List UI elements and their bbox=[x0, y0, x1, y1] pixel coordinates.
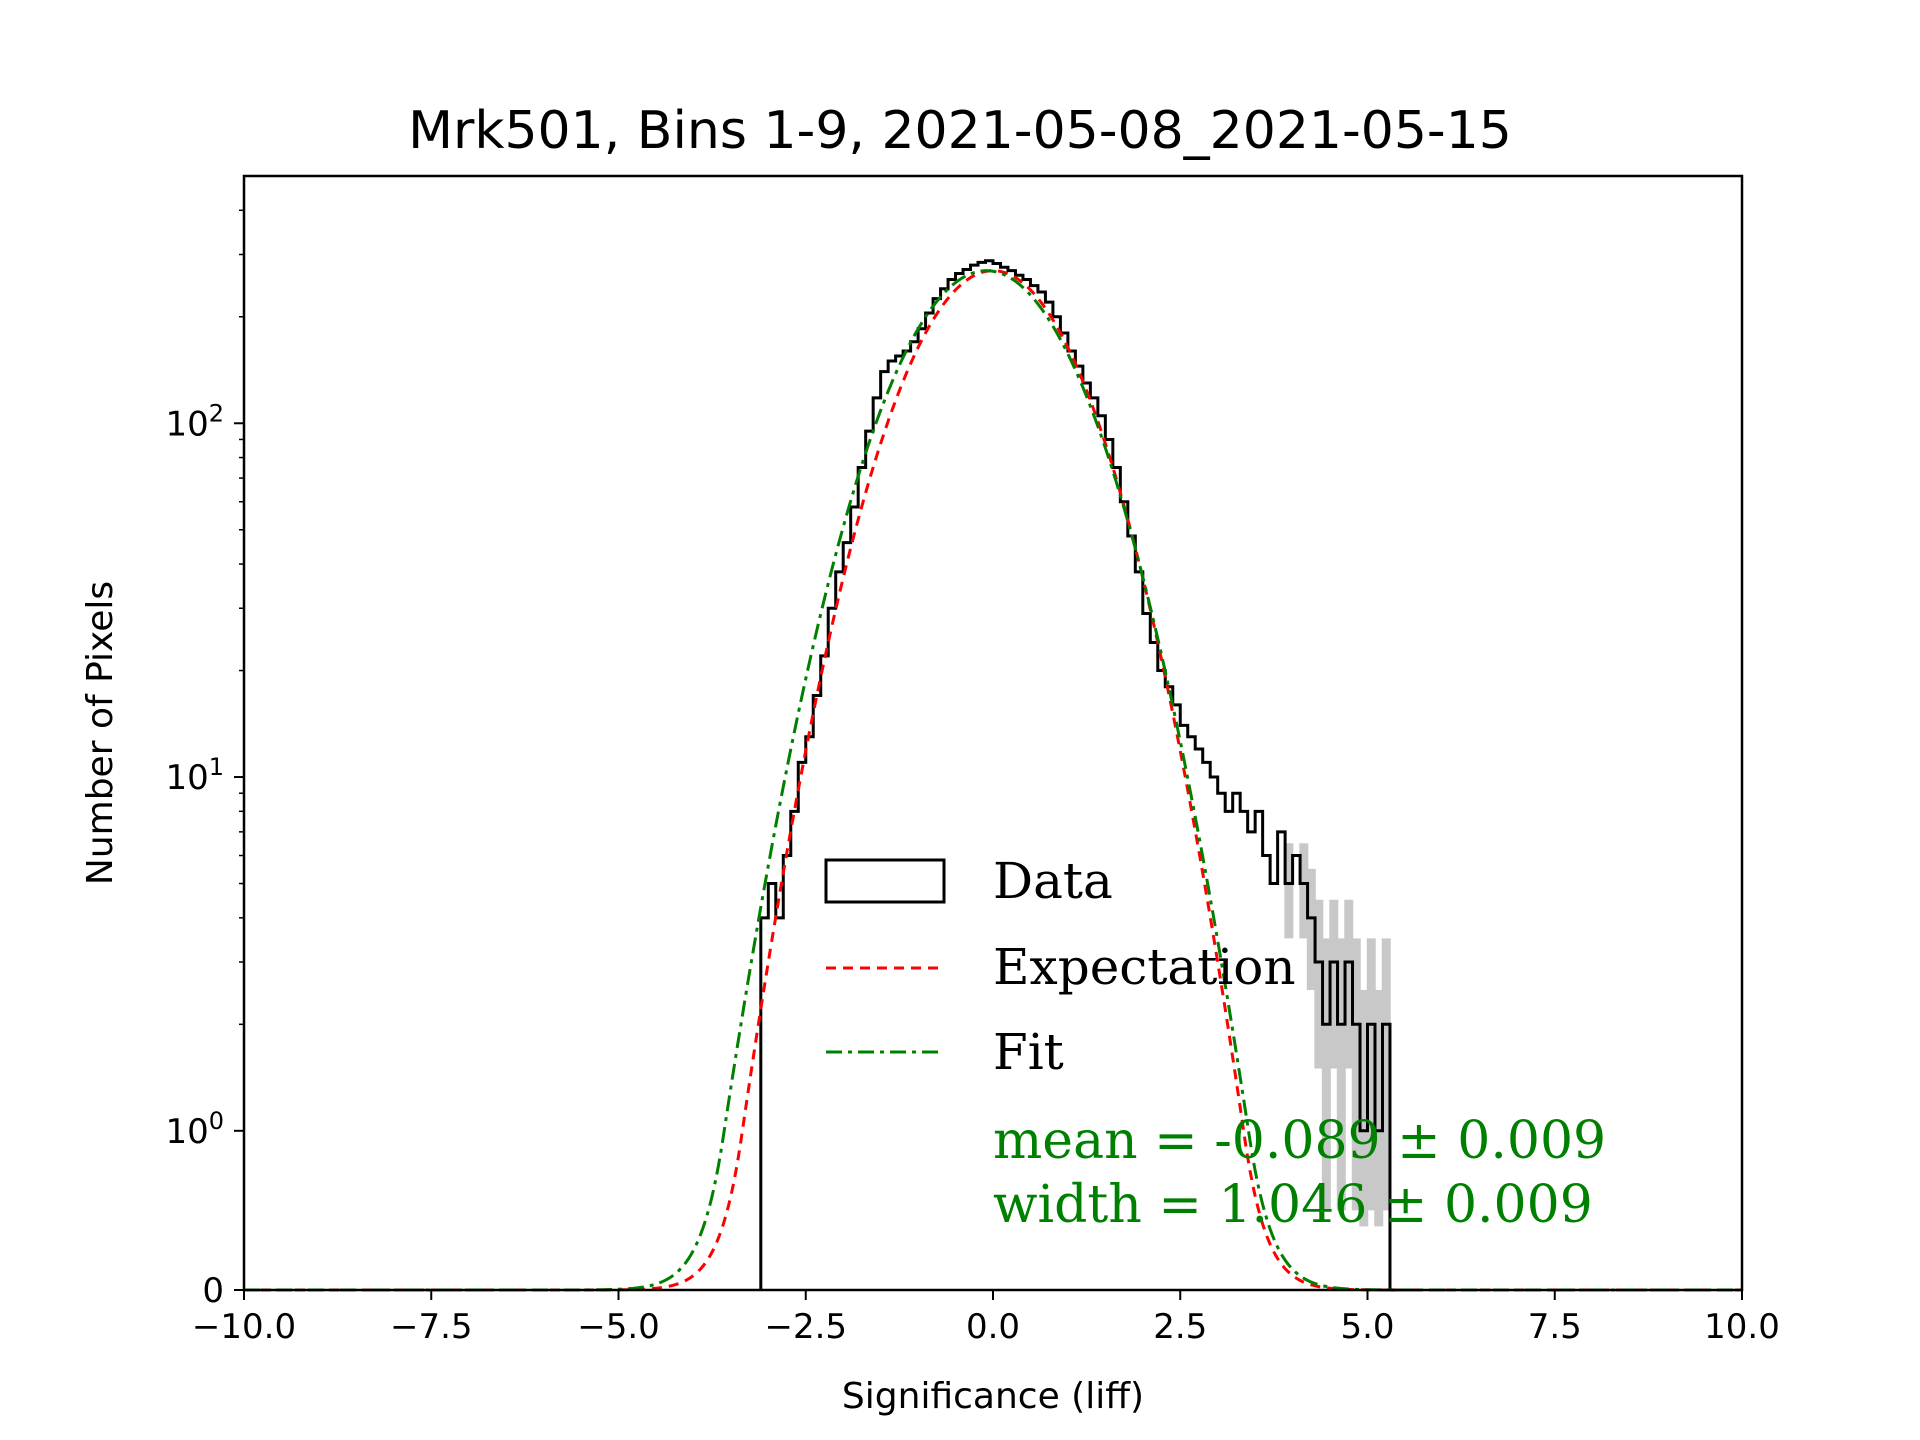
x-axis: −10.0 −7.5 −5.0 −2.5 0.0 2.5 5.0 7.5 10.0 bbox=[192, 1290, 1780, 1347]
y-tick-label: 0 bbox=[202, 1271, 224, 1311]
x-tick-label: 10.0 bbox=[1704, 1307, 1780, 1347]
legend-swatch-data bbox=[824, 858, 946, 904]
x-tick-label: −2.5 bbox=[764, 1307, 847, 1347]
plot-area bbox=[244, 176, 1742, 1290]
legend-label-data: Data bbox=[993, 852, 1113, 910]
x-axis-label: Significance (liff) bbox=[842, 1376, 1144, 1417]
chart-title: Mrk501, Bins 1-9, 2021-05-08_2021-05-15 bbox=[408, 101, 1512, 161]
x-tick-label: 2.5 bbox=[1153, 1307, 1207, 1347]
legend-label-fit: Fit bbox=[993, 1023, 1064, 1081]
legend: Data Expectation Fit bbox=[824, 852, 1296, 1081]
fit-width-annotation: width = 1.046 ± 0.009 bbox=[993, 1175, 1593, 1235]
y-axis: 0 100 101 102 bbox=[165, 209, 244, 1311]
y-tick-label: 100 bbox=[165, 1107, 224, 1152]
x-tick-label: −10.0 bbox=[192, 1307, 296, 1347]
y-tick-label: 102 bbox=[165, 399, 224, 444]
x-tick-label: 7.5 bbox=[1528, 1307, 1582, 1347]
x-tick-label: −5.0 bbox=[577, 1307, 660, 1347]
x-tick-label: 0.0 bbox=[966, 1307, 1020, 1347]
legend-label-expectation: Expectation bbox=[993, 938, 1296, 996]
x-tick-label: 5.0 bbox=[1340, 1307, 1394, 1347]
y-tick-label: 101 bbox=[165, 753, 224, 798]
fit-mean-annotation: mean = -0.089 ± 0.009 bbox=[993, 1111, 1606, 1171]
x-tick-label: −7.5 bbox=[390, 1307, 473, 1347]
data-histogram bbox=[759, 259, 1398, 1292]
y-axis-label: Number of Pixels bbox=[80, 581, 121, 885]
